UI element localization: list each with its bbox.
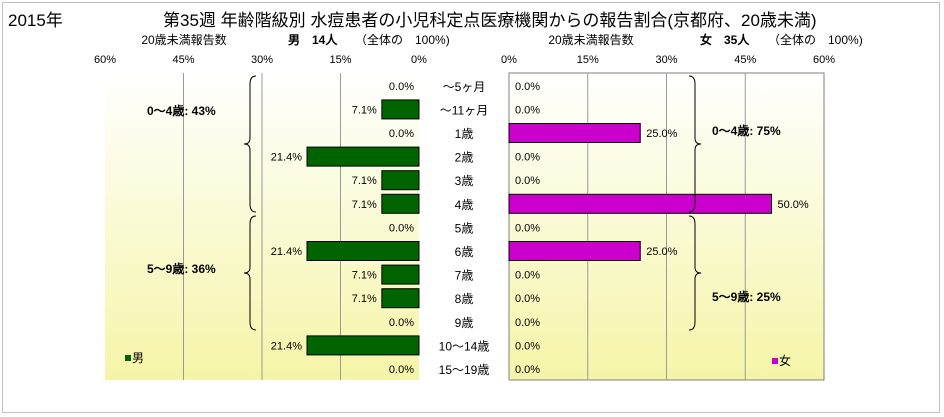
male-x-tick-label: 60%: [94, 54, 116, 66]
female-data-label: 50.0%: [778, 199, 809, 211]
male-data-label: 0.0%: [389, 364, 414, 376]
female-data-label: 0.0%: [515, 104, 540, 116]
male-legend-swatch: [125, 355, 131, 361]
male-data-label: 7.1%: [352, 199, 377, 211]
female-data-label: 0.0%: [515, 81, 540, 93]
male-bar: [381, 193, 420, 214]
category-label: 1歳: [455, 127, 474, 141]
male-x-tick-label: 45%: [172, 54, 194, 66]
female-data-label: 0.0%: [515, 340, 540, 352]
male-data-label: 7.1%: [352, 175, 377, 187]
category-label: 6歳: [455, 245, 474, 259]
male-annotation-5-9: 5～9歳: 36%: [147, 261, 216, 276]
male-data-label: 0.0%: [389, 81, 414, 93]
male-data-label: 0.0%: [389, 222, 414, 234]
female-data-label: 0.0%: [515, 270, 540, 282]
female-brace-5-9: [688, 215, 702, 331]
male-bar: [306, 146, 420, 167]
female-total-label: （全体の 100%): [768, 32, 863, 47]
female-bar: [508, 241, 641, 261]
category-label: ～11ヶ月: [440, 103, 488, 117]
male-annotation-0-4: 0～4歳: 43%: [147, 103, 216, 118]
male-bar: [381, 264, 420, 285]
category-label: 10～14歳: [439, 339, 490, 353]
female-bar: [508, 123, 641, 143]
female-bar: [508, 193, 772, 214]
female-axis-title: 20歳未満報告数: [548, 32, 633, 47]
chart-year: 2015年: [8, 11, 63, 30]
male-bar: [381, 99, 420, 120]
female-x-tick-label: 30%: [655, 54, 677, 66]
female-x-tick-label: 60%: [813, 54, 835, 66]
male-brace-5-9: [243, 215, 257, 331]
male-x-tick-label: 0%: [411, 54, 427, 66]
category-label: ～5ヶ月: [443, 80, 486, 94]
category-label: 7歳: [455, 269, 474, 283]
female-x-tick-label: 15%: [577, 54, 599, 66]
female-data-label: 0.0%: [515, 293, 540, 305]
male-bar: [381, 288, 420, 309]
male-data-label: 7.1%: [352, 270, 377, 282]
male-data-label: 21.4%: [271, 246, 302, 258]
female-data-label: 0.0%: [515, 222, 540, 234]
male-x-tick-label: 15%: [329, 54, 351, 66]
category-label: 3歳: [455, 174, 474, 188]
chart-frame: [2, 2, 940, 413]
female-data-label: 0.0%: [515, 317, 540, 329]
male-data-label: 21.4%: [271, 340, 302, 352]
male-legend-label: 男: [132, 351, 144, 365]
female-data-label: 25.0%: [646, 128, 677, 140]
male-data-label: 0.0%: [389, 128, 414, 140]
female-data-label: 0.0%: [515, 364, 540, 376]
male-bar: [306, 335, 420, 356]
male-data-label: 21.4%: [271, 152, 302, 164]
male-data-label: 7.1%: [352, 293, 377, 305]
chart-title: 第35週 年齢階級別 水痘患者の小児科定点医療機関からの報告割合(京都府、20歳…: [163, 11, 817, 30]
female-data-label: 0.0%: [515, 152, 540, 164]
female-count-label: 女 35人: [700, 32, 750, 47]
male-bar: [381, 170, 420, 191]
female-brace-0-4: [688, 75, 702, 213]
male-axis-title: 20歳未満報告数: [141, 32, 226, 47]
male-x-tick-label: 30%: [251, 54, 273, 66]
male-data-label: 0.0%: [389, 317, 414, 329]
female-annotation-0-4: 0～4歳: 75%: [712, 123, 781, 138]
female-legend-swatch: [772, 358, 778, 364]
female-legend-label: 女: [779, 353, 791, 368]
female-x-tick-label: 45%: [734, 54, 756, 66]
male-count-label: 男 14人: [288, 32, 338, 47]
male-total-label: （全体の 100%): [355, 32, 450, 47]
male-data-label: 7.1%: [352, 104, 377, 116]
category-label: 5歳: [455, 221, 474, 235]
female-data-label: 0.0%: [515, 175, 540, 187]
female-annotation-5-9: 5～9歳: 25%: [712, 289, 781, 304]
category-label: 9歳: [455, 316, 474, 330]
category-label: 4歳: [455, 198, 474, 212]
male-bar: [306, 241, 420, 261]
female-data-label: 25.0%: [646, 246, 677, 258]
category-label: 15～19歳: [439, 363, 490, 377]
female-x-tick-label: 0%: [501, 54, 517, 66]
male-brace-0-4: [243, 75, 257, 213]
category-label: 8歳: [455, 292, 474, 306]
category-label: 2歳: [455, 151, 474, 165]
